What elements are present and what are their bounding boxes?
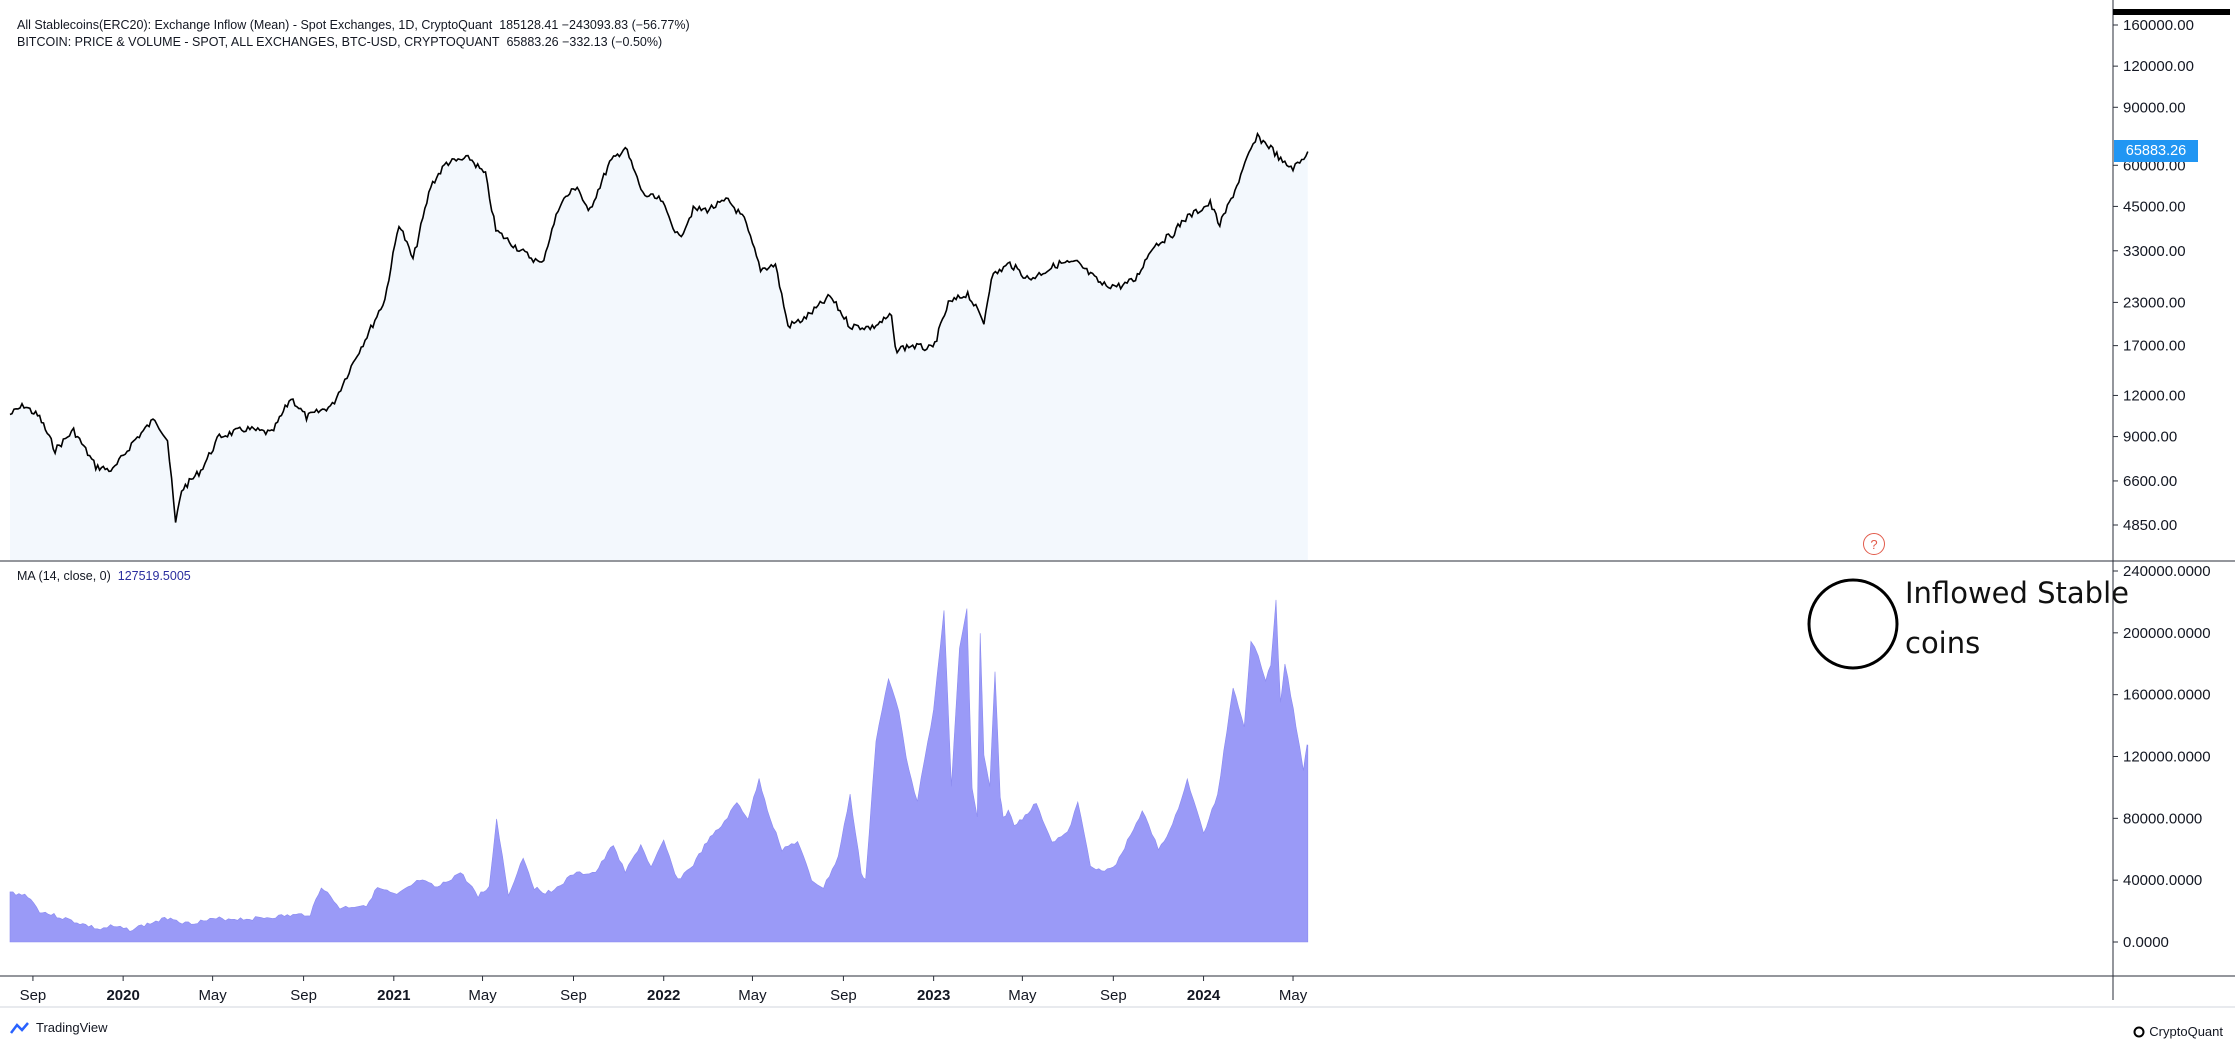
annotation-line-1: Inflowed Stable [1905,576,2129,610]
price-tick-label: 4850.00 [2123,517,2177,534]
inflow-tick-label: 120000.0000 [2123,749,2211,766]
last-price-badge: 65883.26 [2114,140,2198,162]
x-tick-label: Sep [560,987,587,1004]
price-tick-label: 90000.00 [2123,99,2186,116]
inflow-area [9,599,1309,943]
x-tick-label: May [1279,987,1308,1004]
x-tick-label: Sep [290,987,317,1004]
tradingview-icon [10,1021,29,1034]
legend-inflow-values: 185128.41 −243093.83 (−56.77%) [499,18,690,32]
price-tick-label: 23000.00 [2123,294,2186,311]
price-tick-label: 45000.00 [2123,198,2186,215]
x-tick-label: Sep [1100,987,1127,1004]
x-tick-label: May [468,987,497,1004]
x-tick-label: 2022 [647,987,680,1004]
x-tick-label: May [198,987,227,1004]
x-tick-label: 2021 [377,987,410,1004]
price-tick-label: 12000.00 [2123,387,2186,404]
price-tick-label: 160000.00 [2123,17,2194,34]
inflow-tick-label: 80000.0000 [2123,810,2202,827]
legend-bitcoin-price: BITCOIN: PRICE & VOLUME - SPOT, ALL EXCH… [17,35,662,49]
annotation-circle [1807,578,1899,670]
legend-price-label: BITCOIN: PRICE & VOLUME - SPOT, ALL EXCH… [17,35,500,49]
inflow-tick-label: 240000.0000 [2123,563,2211,580]
tradingview-logo[interactable]: TradingView [10,1020,108,1035]
annotation-line-2: coins [1905,626,1981,660]
legend-price-values: 65883.26 −332.13 (−0.50%) [506,35,663,49]
inflow-tick-label: 40000.0000 [2123,872,2202,889]
price-tick-label: 17000.00 [2123,338,2186,355]
cryptoquant-label: CryptoQuant [2149,1024,2223,1039]
legend-ma-label: MA (14, close, 0) [17,569,111,583]
price-tick-label: 6600.00 [2123,473,2177,490]
x-tick-label: May [1008,987,1037,1004]
tradingview-label: TradingView [36,1020,108,1035]
scale-bar [2113,9,2230,15]
x-tick-label: 2024 [1187,987,1221,1004]
price-line [9,131,1309,523]
legend-inflow-label: All Stablecoins(ERC20): Exchange Inflow … [17,18,493,32]
price-area [10,137,1308,560]
x-tick-label: 2020 [106,987,139,1004]
price-tick-label: 9000.00 [2123,429,2177,446]
legend-stablecoin-inflow: All Stablecoins(ERC20): Exchange Inflow … [17,18,690,32]
price-tick-label: 120000.00 [2123,58,2194,75]
x-tick-label: Sep [20,987,47,1004]
x-tick-label: Sep [830,987,857,1004]
cryptoquant-icon [2133,1026,2145,1037]
warning-icon[interactable]: ? [1863,533,1885,555]
x-tick-label: 2023 [917,987,950,1004]
inflow-tick-label: 160000.0000 [2123,687,2211,704]
legend-ma-value: 127519.5005 [117,569,191,583]
price-tick-label: 33000.00 [2123,243,2186,260]
legend-ma: MA (14, close, 0) 127519.5005 [17,569,191,583]
cryptoquant-logo[interactable]: CryptoQuant [2133,1024,2223,1039]
inflow-tick-label: 200000.0000 [2123,625,2211,642]
inflow-tick-label: 0.0000 [2123,934,2169,951]
x-tick-label: May [738,987,767,1004]
